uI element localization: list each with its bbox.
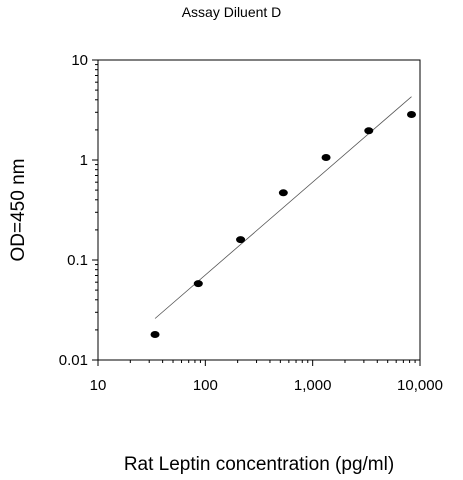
x-tick-label: 10,000 [397,377,443,394]
chart-title: Assay Diluent D [181,4,282,20]
data-point [364,127,374,135]
data-point [321,153,331,161]
x-tick-label: 10 [90,377,107,394]
data-point [236,236,246,244]
axis-ticks: 10 100 1,000 10,000 0.01 0.1 1 10 [59,52,443,394]
data-point [278,189,288,197]
data-point [193,280,203,288]
y-tick-label: 1 [80,152,88,169]
x-axis-label: Rat Leptin concentration (pg/ml) [124,454,394,475]
data-point [150,330,160,338]
x-tick-label: 1,000 [294,377,332,394]
data-point [406,111,416,119]
y-tick-label: 0.01 [59,352,88,369]
y-tick-label: 10 [71,52,88,69]
plot-frame [97,59,421,361]
data-points [150,111,416,338]
x-tick-label: 100 [193,377,218,394]
y-axis-label: OD=450 nm [8,159,29,262]
y-tick-label: 0.1 [67,252,88,269]
